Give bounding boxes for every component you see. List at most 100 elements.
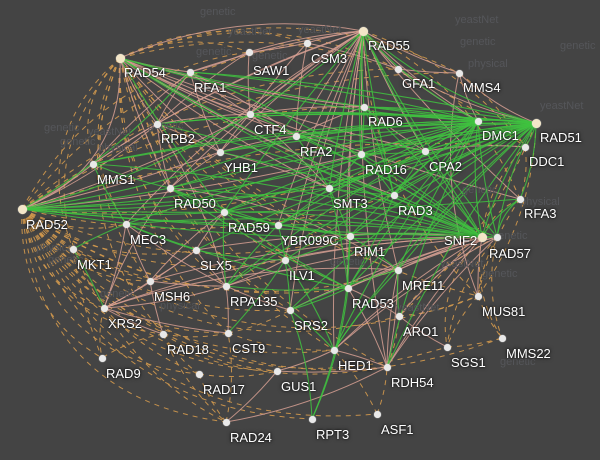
node-gus1[interactable] bbox=[273, 367, 281, 375]
edge-coexpression bbox=[397, 122, 537, 271]
node-mms22[interactable] bbox=[498, 334, 506, 342]
node-csm3[interactable] bbox=[303, 39, 311, 47]
node-ctf4[interactable] bbox=[246, 110, 254, 118]
edge-genetic bbox=[198, 370, 278, 378]
node-rdh54[interactable] bbox=[383, 363, 391, 371]
node-ilv1[interactable] bbox=[281, 256, 289, 264]
edge-coexpression bbox=[360, 150, 426, 155]
node-srs2[interactable] bbox=[286, 306, 294, 314]
node-smt3[interactable] bbox=[325, 184, 333, 192]
node-cpa2[interactable] bbox=[421, 147, 429, 155]
node-ybr099c[interactable] bbox=[274, 221, 282, 229]
edge-genetic bbox=[227, 309, 291, 334]
node-rad51[interactable] bbox=[531, 118, 541, 128]
node-cst9[interactable] bbox=[224, 329, 232, 337]
node-mus81[interactable] bbox=[474, 292, 482, 300]
node-rad24[interactable] bbox=[222, 418, 230, 426]
edge-physical bbox=[248, 42, 308, 53]
edge-coexpression bbox=[363, 106, 537, 124]
node-rad52[interactable] bbox=[17, 204, 27, 214]
node-rfa1[interactable] bbox=[186, 68, 194, 76]
edge-physical bbox=[225, 285, 229, 334]
node-asf1[interactable] bbox=[373, 410, 381, 418]
edge-genetic bbox=[21, 208, 479, 329]
node-rad3[interactable] bbox=[390, 191, 398, 199]
edge-coexpression bbox=[349, 232, 483, 238]
edge-coexpression bbox=[347, 194, 395, 289]
edge-genetic bbox=[119, 57, 279, 226]
edge-coexpression bbox=[225, 122, 537, 287]
node-mms4[interactable] bbox=[455, 69, 463, 77]
node-rpb2[interactable] bbox=[153, 120, 161, 128]
node-rad59[interactable] bbox=[220, 208, 228, 216]
node-mms1[interactable] bbox=[89, 160, 97, 168]
edge-physical bbox=[347, 287, 400, 317]
edge-physical bbox=[92, 71, 191, 165]
node-rad57[interactable] bbox=[493, 233, 501, 241]
node-ddc1[interactable] bbox=[521, 143, 529, 151]
edge-physical bbox=[249, 42, 308, 115]
edge-physical bbox=[103, 223, 127, 309]
edge-coexpression bbox=[125, 122, 537, 225]
edge-coexpression bbox=[21, 198, 521, 213]
node-snf2[interactable] bbox=[477, 232, 487, 242]
edge-coexpression bbox=[295, 135, 330, 189]
node-mec3[interactable] bbox=[122, 220, 130, 228]
edge-coexpression bbox=[362, 30, 483, 238]
edge-genetic bbox=[21, 208, 278, 372]
edge-physical bbox=[347, 287, 388, 368]
node-hed1[interactable] bbox=[330, 346, 338, 354]
node-gfa1[interactable] bbox=[394, 65, 402, 73]
edge-physical bbox=[189, 71, 221, 153]
edge-genetic bbox=[21, 208, 164, 335]
edge-coexpression bbox=[396, 269, 400, 317]
edge-physical bbox=[119, 57, 521, 200]
edge-coexpression bbox=[349, 122, 537, 237]
node-rad6[interactable] bbox=[360, 103, 368, 111]
edge-physical bbox=[125, 223, 227, 287]
edge-genetic bbox=[101, 333, 164, 359]
node-rad9[interactable] bbox=[98, 354, 106, 362]
edge-coexpression bbox=[125, 223, 349, 289]
node-mkt1[interactable] bbox=[69, 245, 77, 253]
node-dmc1[interactable] bbox=[474, 117, 482, 125]
node-rad18[interactable] bbox=[159, 330, 167, 338]
edge-physical bbox=[103, 307, 164, 335]
edge-coexpression bbox=[225, 285, 349, 291]
edge-genetic bbox=[21, 42, 308, 210]
edge-coexpression bbox=[21, 135, 297, 210]
node-rpt3[interactable] bbox=[308, 415, 316, 423]
edge-physical bbox=[169, 151, 221, 189]
node-sgs1[interactable] bbox=[443, 343, 451, 351]
node-saw1[interactable] bbox=[245, 48, 253, 56]
node-rfa3[interactable] bbox=[516, 195, 524, 203]
node-rim1[interactable] bbox=[346, 232, 354, 240]
node-yhb1[interactable] bbox=[216, 148, 224, 156]
edge-genetic bbox=[21, 208, 335, 354]
edge-coexpression bbox=[169, 187, 349, 289]
edge-physical bbox=[103, 307, 229, 334]
node-xrs2[interactable] bbox=[100, 304, 108, 312]
edge-coexpression bbox=[311, 287, 349, 420]
edge-coexpression bbox=[386, 122, 537, 368]
edge-coexpression bbox=[119, 57, 225, 213]
node-rpa135[interactable] bbox=[222, 282, 230, 290]
node-rad16[interactable] bbox=[357, 150, 365, 158]
node-rad50[interactable] bbox=[166, 184, 174, 192]
edge-physical bbox=[276, 366, 388, 373]
node-msh6[interactable] bbox=[146, 277, 154, 285]
node-rad53[interactable] bbox=[344, 284, 352, 292]
node-slx5[interactable] bbox=[192, 246, 200, 254]
node-rad54[interactable] bbox=[115, 53, 125, 63]
node-mre11[interactable] bbox=[394, 266, 402, 274]
edge-genetic bbox=[376, 366, 388, 415]
node-rad55[interactable] bbox=[358, 26, 368, 36]
node-aro1[interactable] bbox=[395, 312, 403, 320]
node-rad17[interactable] bbox=[195, 370, 203, 378]
edge-coexpression bbox=[21, 71, 191, 210]
edge-coexpression bbox=[223, 187, 330, 213]
edge-coexpression bbox=[311, 235, 351, 420]
edge-genetic bbox=[103, 307, 227, 423]
node-rfa2[interactable] bbox=[292, 132, 300, 140]
